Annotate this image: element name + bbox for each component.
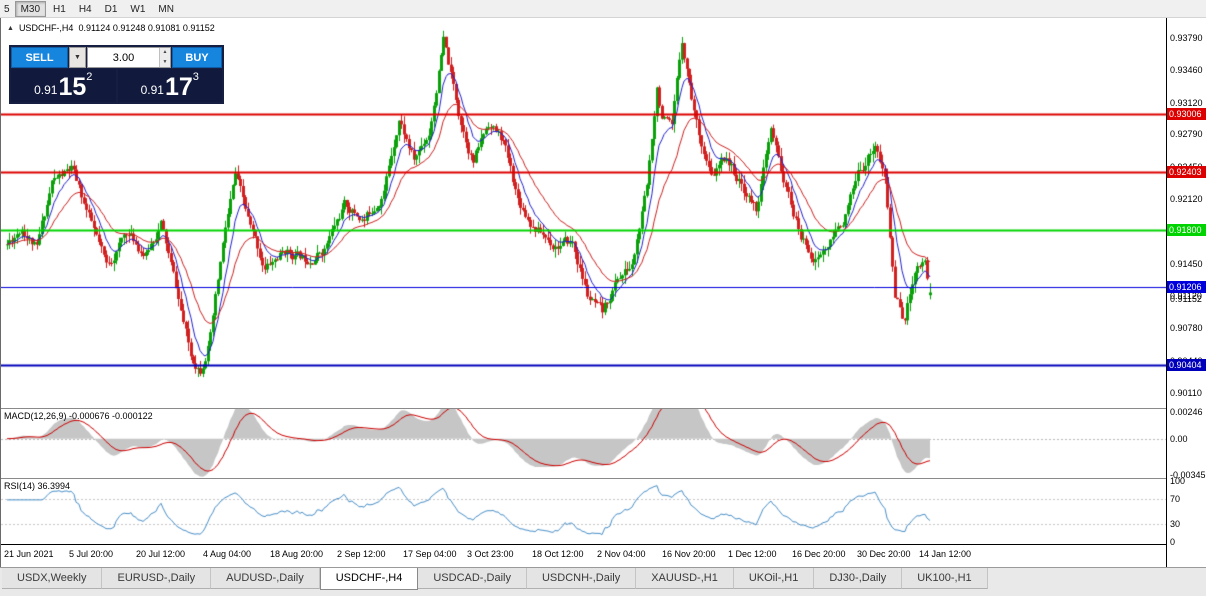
trade-prices-row: 0.91 15 2 0.91 17 3	[11, 69, 222, 102]
time-axis-label: 20 Jul 12:00	[136, 549, 186, 559]
timeframe-button-m30[interactable]: M30	[14, 0, 47, 17]
macd-tick-label: 0.00246	[1170, 407, 1203, 417]
time-axis-label: 30 Dec 20:00	[857, 549, 911, 559]
price-chart-panel[interactable]: ▲ USDCHF-,H4 0.91124 0.91248 0.91081 0.9…	[1, 18, 1166, 408]
buy-price-sup: 3	[192, 71, 199, 83]
chart-tab-audusd-daily[interactable]: AUDUSD-,Daily	[211, 568, 320, 589]
price-tick-label: 0.91120	[1170, 291, 1202, 301]
timeframe-button-d1[interactable]: D1	[104, 3, 118, 15]
chevron-down-icon: ▼	[74, 54, 81, 61]
chart-symbol-period: USDCHF-,H4	[18, 23, 74, 33]
time-axis-label: 4 Aug 04:00	[203, 549, 252, 559]
trade-controls-row: SELL ▼ 3.00 ▲ ▼ BUY	[11, 47, 222, 68]
order-type-dropdown[interactable]: ▼	[69, 47, 86, 68]
sell-price-prefix: 0.91	[34, 83, 58, 97]
buy-price-big: 17	[164, 73, 193, 101]
price-tick-label: 0.90110	[1170, 388, 1202, 398]
chart-tab-xauusd-h1[interactable]: XAUUSD-,H1	[636, 568, 734, 589]
spin-up-icon[interactable]: ▲	[160, 48, 170, 58]
time-axis-label: 1 Dec 12:00	[728, 549, 777, 559]
price-axis[interactable]: 0.937900.934600.931200.927900.924500.921…	[1166, 18, 1206, 567]
buy-price-prefix: 0.91	[140, 83, 164, 97]
macd-tick-label: 0.00	[1170, 434, 1188, 444]
chart-tab-uk100-h1[interactable]: UK100-,H1	[902, 568, 988, 589]
time-axis-label: 18 Aug 20:00	[270, 549, 324, 559]
one-click-trading-panel: SELL ▼ 3.00 ▲ ▼ BUY	[9, 45, 224, 104]
rsi-tick-label: 0	[1170, 537, 1176, 547]
chart-workspace: ▲ USDCHF-,H4 0.91124 0.91248 0.91081 0.9…	[0, 18, 1206, 567]
price-line-badge[interactable]: 0.92403	[1167, 166, 1206, 178]
macd-indicator-panel[interactable]: MACD(12,26,9) -0.000676 -0.000122	[1, 409, 1166, 478]
chart-tab-usdchf-h4[interactable]: USDCHF-,H4	[319, 568, 419, 590]
time-axis-label: 2 Nov 04:00	[597, 549, 646, 559]
rsi-canvas[interactable]	[1, 479, 1166, 544]
price-tick-label: 0.92120	[1170, 194, 1203, 204]
rsi-label: RSI(14) 36.3994	[4, 481, 71, 491]
macd-canvas[interactable]	[1, 409, 1166, 478]
chart-column: ▲ USDCHF-,H4 0.91124 0.91248 0.91081 0.9…	[1, 18, 1166, 567]
chart-tab-usdcad-daily[interactable]: USDCAD-,Daily	[418, 568, 527, 589]
macd-tick-label: -0.00345	[1170, 470, 1206, 480]
timeframe-toolbar: 5 M30 H1 H4 D1 W1 MN	[0, 0, 1206, 18]
time-axis-label: 17 Sep 04:00	[403, 549, 457, 559]
price-line-badge[interactable]: 0.91800	[1167, 224, 1206, 236]
sell-price-sup: 2	[86, 71, 93, 83]
rsi-tick-label: 100	[1170, 476, 1186, 486]
time-axis-label: 2 Sep 12:00	[337, 549, 386, 559]
chart-tabbar: USDX,Weekly EURUSD-,Daily AUDUSD-,Daily USD…	[0, 567, 1206, 596]
timeframe-button-h1[interactable]: H1	[53, 3, 66, 15]
bid-price-label: 0.91152	[1170, 294, 1202, 304]
volume-value[interactable]: 3.00	[112, 51, 135, 64]
price-line-badge[interactable]: 0.90404	[1167, 359, 1206, 371]
buy-button[interactable]: BUY	[172, 47, 222, 68]
time-axis[interactable]: 21 Jun 2021 5 Jul 20:00 20 Jul 12:00 4 Aug …	[1, 544, 1166, 567]
volume-spinner: ▲ ▼	[159, 48, 170, 67]
price-tick-label: 0.93120	[1170, 98, 1203, 108]
sell-price-display[interactable]: 0.91 15 2	[11, 69, 116, 102]
time-axis-label: 14 Jan 12:00	[919, 549, 972, 559]
timeframe-button-mn[interactable]: MN	[158, 3, 174, 15]
chart-tab-usdcnh-daily[interactable]: USDCNH-,Daily	[526, 568, 637, 589]
sell-price-big: 15	[58, 73, 87, 101]
price-tick-label: 0.92790	[1170, 129, 1203, 139]
price-line-badge[interactable]: 0.93006	[1167, 108, 1206, 120]
price-tick-label: 0.90780	[1170, 323, 1203, 333]
chart-ohlc-row: ▲ USDCHF-,H4 0.91124 0.91248 0.91081 0.9…	[7, 23, 215, 33]
macd-label: MACD(12,26,9) -0.000676 -0.000122	[4, 411, 153, 421]
timeframe-button-h4[interactable]: H4	[78, 3, 92, 15]
price-tick-label: 0.91450	[1170, 259, 1203, 269]
time-axis-label: 21 Jun 2021	[4, 549, 54, 559]
price-tick-label: 0.93460	[1170, 65, 1203, 75]
timeframe-button-5[interactable]: 5	[4, 3, 10, 15]
panel-splitter[interactable]	[1, 408, 1166, 409]
price-line-badge[interactable]: 0.91206	[1167, 281, 1206, 293]
volume-input[interactable]: 3.00 ▲ ▼	[87, 47, 171, 68]
rsi-tick-label: 30	[1170, 519, 1181, 529]
chart-tab-eurusd-daily[interactable]: EURUSD-,Daily	[102, 568, 212, 589]
time-axis-label: 5 Jul 20:00	[69, 549, 114, 559]
time-axis-label: 18 Oct 12:00	[532, 549, 584, 559]
time-axis-label: 16 Dec 20:00	[792, 549, 846, 559]
sell-button[interactable]: SELL	[11, 47, 68, 68]
chart-tab-ukoil-h1[interactable]: UKOil-,H1	[733, 568, 815, 589]
spin-down-icon[interactable]: ▼	[160, 57, 170, 67]
chart-tab-dj30-daily[interactable]: DJ30-,Daily	[814, 568, 903, 589]
chart-tab-usdx-weekly[interactable]: USDX,Weekly	[2, 568, 103, 589]
time-axis-label: 3 Oct 23:00	[467, 549, 514, 559]
timeframe-button-w1[interactable]: W1	[130, 3, 146, 15]
time-axis-label: 16 Nov 20:00	[662, 549, 716, 559]
panel-splitter[interactable]	[1, 478, 1166, 479]
chart-ohlc-values: 0.91124 0.91248 0.91081 0.91152	[78, 23, 215, 33]
rsi-indicator-panel[interactable]: RSI(14) 36.3994	[1, 479, 1166, 544]
price-tick-label: 0.93790	[1170, 33, 1203, 43]
buy-price-display[interactable]: 0.91 17 3	[117, 69, 222, 102]
one-click-toggle-icon[interactable]: ▲	[7, 24, 14, 32]
rsi-tick-label: 70	[1170, 494, 1181, 504]
